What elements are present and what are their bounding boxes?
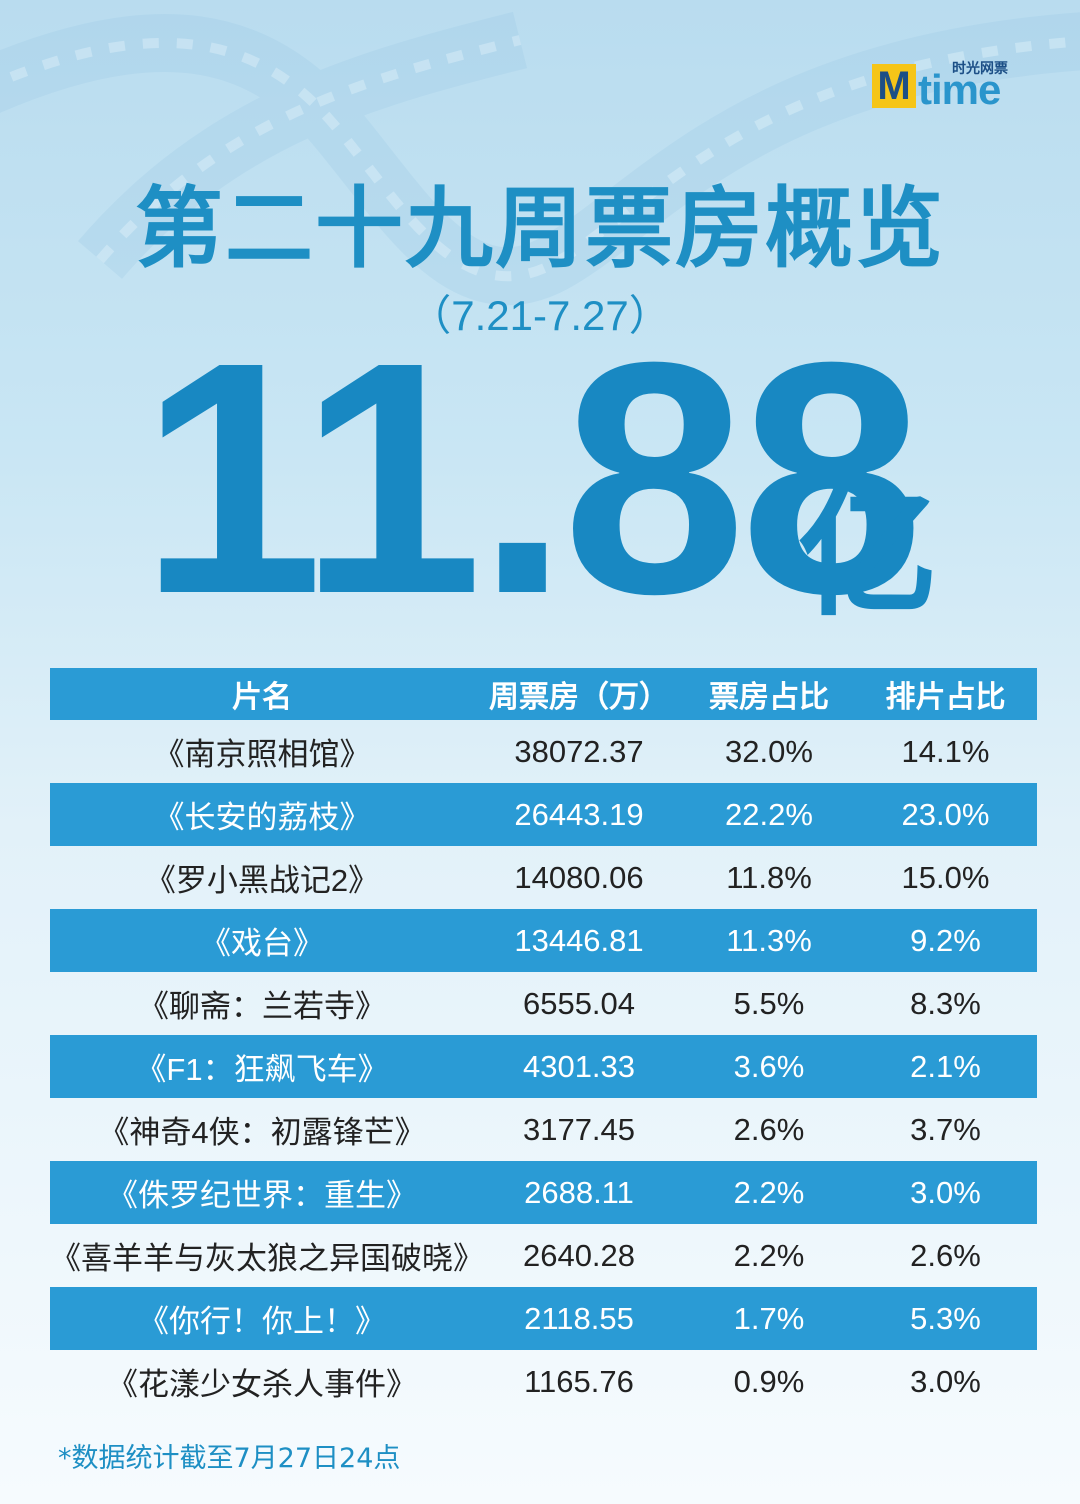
column-header: 票房占比 — [709, 681, 829, 714]
table-cell: 1165.76 — [524, 1363, 634, 1399]
footnote: *数据统计截至7月27日24点 — [58, 1443, 401, 1474]
table-row: 《喜羊羊与灰太狼之异国破晓》 2640.28 2.2% 2.6% — [50, 1224, 1037, 1287]
table-cell: 1.7% — [733, 1300, 805, 1336]
table-cell: 2.6% — [733, 1111, 805, 1147]
table-row: 《侏罗纪世界：重生》 2688.11 2.2% 3.0% — [50, 1161, 1037, 1224]
table-cell: 11.3% — [726, 922, 812, 958]
table-row: 《花漾少女杀人事件》 1165.76 0.9% 3.0% — [50, 1350, 1037, 1413]
date-range: （7.21-7.27） — [409, 292, 671, 339]
table-cell: 3.6% — [733, 1048, 805, 1084]
table-cell: 2640.28 — [522, 1237, 636, 1273]
table-row: 《长安的荔枝》 26443.19 22.2% 23.0% — [50, 783, 1037, 846]
table-cell: 11.8% — [726, 859, 812, 895]
film-title-cell: 《长安的荔枝》 — [153, 800, 371, 835]
table-cell: 13446.81 — [514, 922, 644, 958]
film-strip-decoration — [0, 11, 1080, 306]
column-header: 片名 — [232, 681, 292, 714]
table-cell: 2.2% — [733, 1237, 805, 1273]
table-row: 《戏台》 13446.81 11.3% 9.2% — [50, 909, 1037, 972]
mtime-logo: M 时光网票 time — [872, 58, 1032, 114]
table-cell: 2.2% — [733, 1174, 805, 1210]
table-row: 《F1：狂飙飞车》 4301.33 3.6% 2.1% — [50, 1035, 1037, 1098]
table-cell: 2.1% — [910, 1048, 981, 1084]
film-title-cell: 《你行！你上！》 — [138, 1304, 386, 1339]
column-header: 排片占比 — [885, 681, 1006, 714]
table-cell: 26443.19 — [514, 796, 644, 832]
table-cell: 3.0% — [910, 1174, 981, 1210]
logo-word: time — [918, 66, 1001, 113]
logo-mark: M — [872, 64, 916, 108]
total-box-office-unit: 亿 — [798, 473, 939, 636]
total-box-office-value: 11.88 — [140, 293, 924, 662]
page-title: 第二十九周票房概览 — [134, 177, 945, 280]
table-cell: 3.0% — [910, 1363, 981, 1399]
table-cell: 23.0% — [901, 796, 990, 832]
table-header-row: 片名 周票房（万） 票房占比 排片占比 — [50, 668, 1037, 720]
table-cell: 3177.45 — [522, 1111, 636, 1147]
film-title-cell: 《花漾少女杀人事件》 — [107, 1367, 417, 1402]
table-cell: 32.0% — [725, 733, 813, 769]
film-title-cell: 《侏罗纪世界：重生》 — [107, 1178, 417, 1213]
film-title-cell: 《聊斋：兰若寺》 — [138, 989, 386, 1024]
table-cell: 22.2% — [725, 796, 813, 832]
column-header: 周票房（万） — [489, 681, 669, 714]
table-cell: 9.2% — [910, 922, 981, 958]
table-cell: 6555.04 — [522, 985, 636, 1021]
table-cell: 38072.37 — [514, 733, 644, 769]
table-cell: 5.3% — [910, 1300, 981, 1336]
table-cell: 14.1% — [901, 733, 990, 769]
film-title-cell: 《神奇4侠：初露锋芒》 — [98, 1115, 426, 1150]
table-cell: 2.6% — [910, 1237, 981, 1273]
table-cell: 8.3% — [910, 985, 981, 1021]
table-cell: 14080.06 — [514, 859, 644, 895]
table-row: 《你行！你上！》 2118.55 1.7% 5.3% — [50, 1287, 1037, 1350]
table-row: 《南京照相馆》 38072.37 32.0% 14.1% — [50, 720, 1037, 783]
table-cell: 4301.33 — [522, 1048, 636, 1084]
film-title-cell: 《南京照相馆》 — [153, 737, 371, 772]
table-cell: 0.9% — [733, 1363, 805, 1399]
table-cell: 15.0% — [901, 859, 990, 895]
film-title-cell: 《戏台》 — [200, 926, 324, 961]
table-row: 《罗小黑战记2》 14080.06 11.8% 15.0% — [50, 846, 1037, 909]
table-cell: 3.7% — [910, 1111, 981, 1147]
table-cell: 2688.11 — [524, 1174, 634, 1210]
table-cell: 5.5% — [733, 985, 805, 1021]
table-row: 《神奇4侠：初露锋芒》 3177.45 2.6% 3.7% — [50, 1098, 1037, 1161]
film-title-cell: 《F1：狂飙飞车》 — [135, 1052, 389, 1087]
table-row: 《聊斋：兰若寺》 6555.04 5.5% 8.3% — [50, 972, 1037, 1035]
logo-cn-text: 时光网票 — [952, 61, 1008, 77]
film-title-cell: 《喜羊羊与灰太狼之异国破晓》 — [50, 1241, 484, 1276]
film-title-cell: 《罗小黑战记2》 — [144, 863, 380, 898]
table-cell: 2118.55 — [524, 1300, 634, 1336]
box-office-table: 片名 周票房（万） 票房占比 排片占比 《南京照相馆》 38072.37 32.0% 14.… — [50, 668, 1037, 1413]
